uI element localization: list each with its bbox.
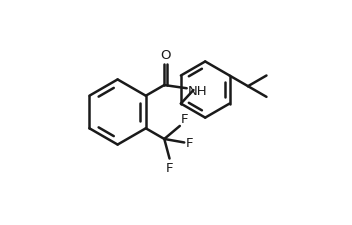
Text: O: O [160,49,171,62]
Text: F: F [186,136,193,149]
Text: F: F [166,162,173,174]
Text: NH: NH [188,84,207,97]
Text: F: F [181,112,188,125]
